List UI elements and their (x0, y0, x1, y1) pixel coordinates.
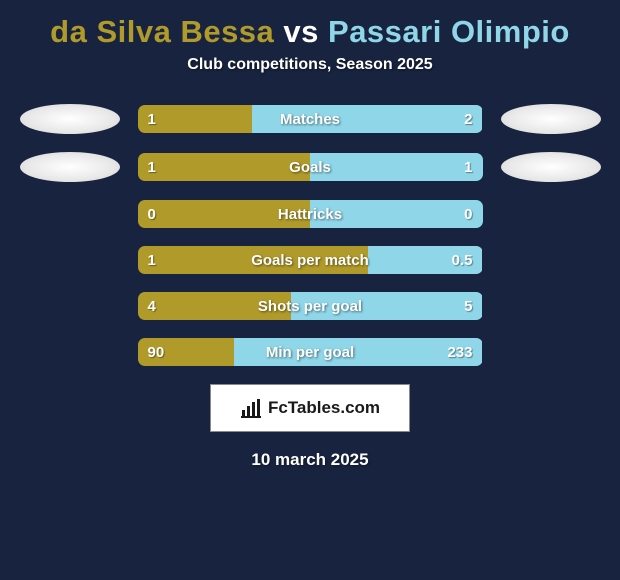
date-label: 10 march 2025 (0, 450, 620, 470)
bar-segment-player2: 0.5 (368, 246, 483, 274)
stat-row: 00Hattricks (0, 200, 620, 228)
page-title: da Silva Bessa vs Passari Olimpio (0, 6, 620, 56)
stat-value-player1: 4 (138, 298, 166, 315)
stat-row: 90233Min per goal (0, 338, 620, 366)
title-vs: vs (274, 14, 328, 49)
bar-segment-player1: 1 (138, 246, 368, 274)
bar-segment-player2: 2 (252, 105, 482, 133)
subtitle: Club competitions, Season 2025 (0, 56, 620, 74)
bar-segment-player1: 1 (138, 105, 253, 133)
bar-segment-player1: 90 (138, 338, 234, 366)
logo-text: FcTables.com (268, 398, 380, 418)
stat-bar: 11Goals (138, 153, 483, 181)
comparison-infographic: da Silva Bessa vs Passari Olimpio Club c… (0, 0, 620, 470)
bar-segment-player2: 1 (310, 153, 483, 181)
stat-value-player2: 2 (454, 111, 482, 128)
stat-value-player2: 5 (454, 298, 482, 315)
player1-oval (20, 104, 120, 134)
bar-segment-player1: 1 (138, 153, 311, 181)
bar-segment-player1: 0 (138, 200, 311, 228)
stat-bar: 10.5Goals per match (138, 246, 483, 274)
bar-segment-player1: 4 (138, 292, 291, 320)
stat-value-player1: 0 (138, 206, 166, 223)
stat-value-player1: 1 (138, 111, 166, 128)
stat-bar: 45Shots per goal (138, 292, 483, 320)
bar-segment-player2: 5 (291, 292, 483, 320)
stat-value-player1: 1 (138, 252, 166, 269)
stat-row: 45Shots per goal (0, 292, 620, 320)
player2-oval (501, 104, 601, 134)
stat-row: 12Matches (0, 104, 620, 134)
fctables-logo[interactable]: FcTables.com (210, 384, 410, 432)
bars-icon (240, 398, 262, 418)
stat-bar: 90233Min per goal (138, 338, 483, 366)
stat-value-player2: 1 (454, 159, 482, 176)
stat-value-player2: 233 (437, 344, 482, 361)
stat-value-player2: 0 (454, 206, 482, 223)
stats-list: 12Matches11Goals00Hattricks10.5Goals per… (0, 104, 620, 366)
player2-oval (501, 152, 601, 182)
stat-row: 10.5Goals per match (0, 246, 620, 274)
stat-value-player1: 1 (138, 159, 166, 176)
player1-name: da Silva Bessa (50, 14, 274, 49)
stat-bar: 00Hattricks (138, 200, 483, 228)
bar-segment-player2: 233 (234, 338, 483, 366)
stat-row: 11Goals (0, 152, 620, 182)
player2-name: Passari Olimpio (328, 14, 570, 49)
stat-bar: 12Matches (138, 105, 483, 133)
player1-oval (20, 152, 120, 182)
stat-value-player2: 0.5 (442, 252, 483, 269)
stat-value-player1: 90 (138, 344, 175, 361)
bar-segment-player2: 0 (310, 200, 483, 228)
